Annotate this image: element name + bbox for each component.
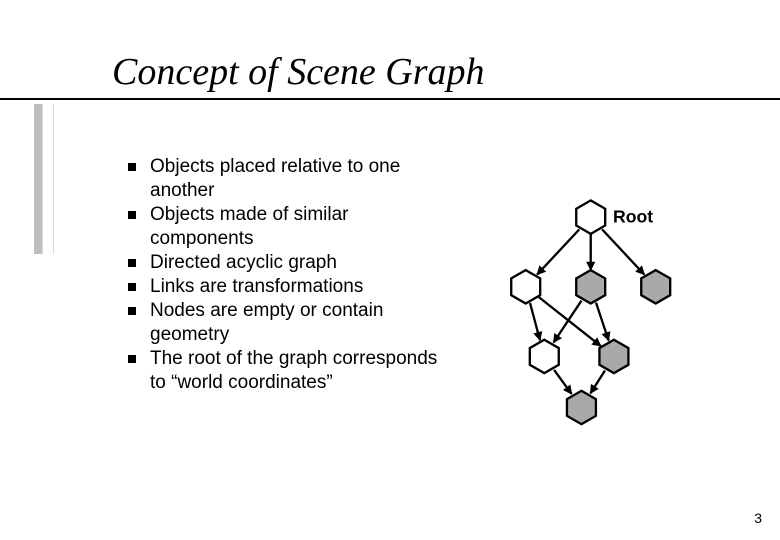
bullet-text: Directed acyclic graph: [150, 252, 337, 273]
graph-node: [511, 270, 540, 303]
decor-bar-white: [42, 104, 54, 254]
bullet-text: Objects placed relative to one another: [150, 156, 400, 201]
bullet-item: Directed acyclic graph: [128, 251, 448, 275]
bullet-item: Objects placed relative to one another: [128, 155, 448, 203]
bullet-item: Links are transformations: [128, 275, 448, 299]
bullet-item: The root of the graph corresponds to “wo…: [128, 347, 448, 395]
slide: Concept of Scene Graph Objects placed re…: [0, 0, 780, 540]
graph-edge: [596, 303, 609, 341]
graph-node: [576, 200, 605, 233]
bullet-text: The root of the graph corresponds to “wo…: [150, 348, 437, 393]
graph-edge: [602, 229, 644, 274]
bullet-text: Links are transformations: [150, 276, 363, 297]
bullet-text: Nodes are empty or contain geometry: [150, 300, 383, 345]
graph-edge: [590, 371, 605, 394]
graph-node: [599, 340, 628, 373]
page-number: 3: [754, 510, 762, 526]
square-bullet-icon: [128, 259, 136, 267]
graph-node: [567, 391, 596, 424]
square-bullet-icon: [128, 283, 136, 291]
bullet-item: Objects made of similar components: [128, 203, 448, 251]
title-underline: [0, 98, 780, 100]
square-bullet-icon: [128, 355, 136, 363]
square-bullet-icon: [128, 211, 136, 219]
graph-edge: [554, 301, 582, 343]
graph-edge: [530, 303, 540, 340]
square-bullet-icon: [128, 307, 136, 315]
bullet-text: Objects made of similar components: [150, 204, 349, 249]
bullet-list: Objects placed relative to one another O…: [128, 155, 448, 395]
root-label: Root: [613, 207, 653, 227]
graph-node: [641, 270, 670, 303]
graph-edge: [554, 370, 571, 394]
scene-graph-diagram: Root: [480, 180, 720, 440]
graph-node: [576, 270, 605, 303]
square-bullet-icon: [128, 163, 136, 171]
slide-title: Concept of Scene Graph: [112, 50, 485, 94]
graph-edge: [537, 229, 579, 274]
graph-node: [530, 340, 559, 373]
graph-edge: [539, 297, 601, 346]
bullet-item: Nodes are empty or contain geometry: [128, 299, 448, 347]
